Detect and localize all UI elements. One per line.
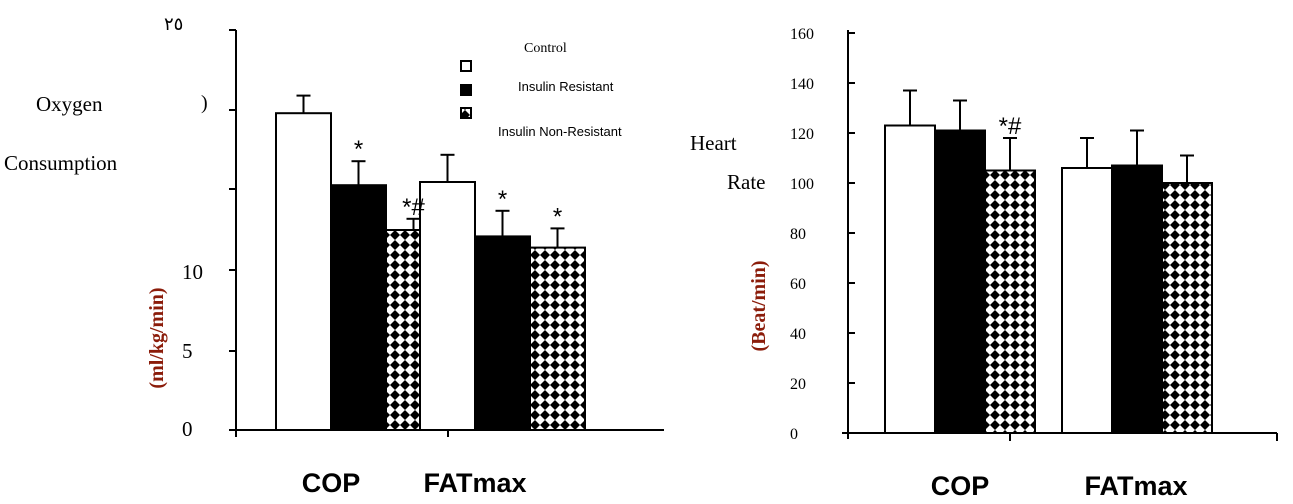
bar (1161, 182, 1213, 434)
chart2-y-tick-label: 60 (790, 276, 806, 293)
significance-annotation: *# (402, 194, 425, 221)
chart1-y-tick-label: 10 (182, 260, 203, 284)
legend-label-insulin-non-resistant: Insulin Non-Resistant (498, 124, 622, 139)
bar (419, 181, 476, 431)
bar (474, 235, 531, 431)
bar (1111, 164, 1163, 434)
chart2-y-tick-label: 100 (790, 176, 814, 193)
chart1-y-tick-label: 5 (182, 339, 193, 363)
chart1: 0 5 10 ٢٥ COP FATmax * *# * * (164, 14, 664, 498)
chart2-y-tick-label: 140 (790, 76, 814, 93)
legend-swatch-control (460, 60, 472, 72)
chart2-ylabel: Heart Rate (Beat/min) (690, 131, 770, 352)
category-label: FATmax (1084, 471, 1187, 501)
legend-label-control: Control (524, 41, 567, 56)
bar (934, 129, 986, 434)
bar (330, 184, 387, 431)
chart2-y-tick-label: 20 (790, 376, 806, 393)
chart-marks: 0 5 10 ٢٥ COP FATmax * *# * * 0 20 40 60 80 100 120 140 16… (164, 14, 1278, 501)
chart2-y-tick-label: 160 (790, 26, 814, 43)
chart1-ylabel-line1: Oxygen (36, 92, 103, 116)
chart2-y-tick-label: 0 (790, 426, 798, 443)
chart2-ylabel-line1: Heart (690, 131, 737, 155)
bar (275, 112, 332, 431)
chart2: 0 20 40 60 80 100 120 140 160 COP FATmax *# (790, 26, 1278, 501)
chart1-y-tick-label: 0 (182, 417, 193, 441)
chart2-y-tick-label: 40 (790, 326, 806, 343)
chart2-y-tick-label: 120 (790, 126, 814, 143)
legend: Control Insulin Resistant Insulin Non-Re… (460, 41, 622, 139)
chart1-stray-label: ) (201, 92, 208, 114)
category-label: COP (931, 471, 990, 501)
chart2-y-tick-label: 80 (790, 226, 806, 243)
chart2-ylabel-line2: Rate (727, 170, 765, 194)
significance-annotation: * (498, 186, 507, 213)
chart1-ylabel-unit: (ml/kg/min) (146, 287, 168, 388)
bar (529, 246, 586, 431)
significance-annotation: *# (999, 113, 1022, 140)
legend-label-insulin-resistant: Insulin Resistant (518, 79, 614, 94)
chart2-ylabel-unit: (Beat/min) (748, 260, 770, 351)
bar (884, 124, 936, 434)
legend-swatch-insulin-resistant (460, 84, 472, 96)
significance-annotation: * (354, 136, 363, 163)
chart1-ylabel-line2: Consumption (4, 151, 118, 175)
category-label: FATmax (423, 468, 526, 498)
bar (1061, 167, 1113, 434)
category-label: COP (302, 468, 361, 498)
chart1-y-tick-label-top: ٢٥ (164, 14, 183, 35)
bar (984, 169, 1036, 434)
significance-annotation: * (553, 203, 562, 230)
legend-swatch-insulin-non-resistant (460, 107, 472, 119)
chart1-ylabel: Oxygen Consumption (ml/kg/min) ) (4, 92, 208, 389)
